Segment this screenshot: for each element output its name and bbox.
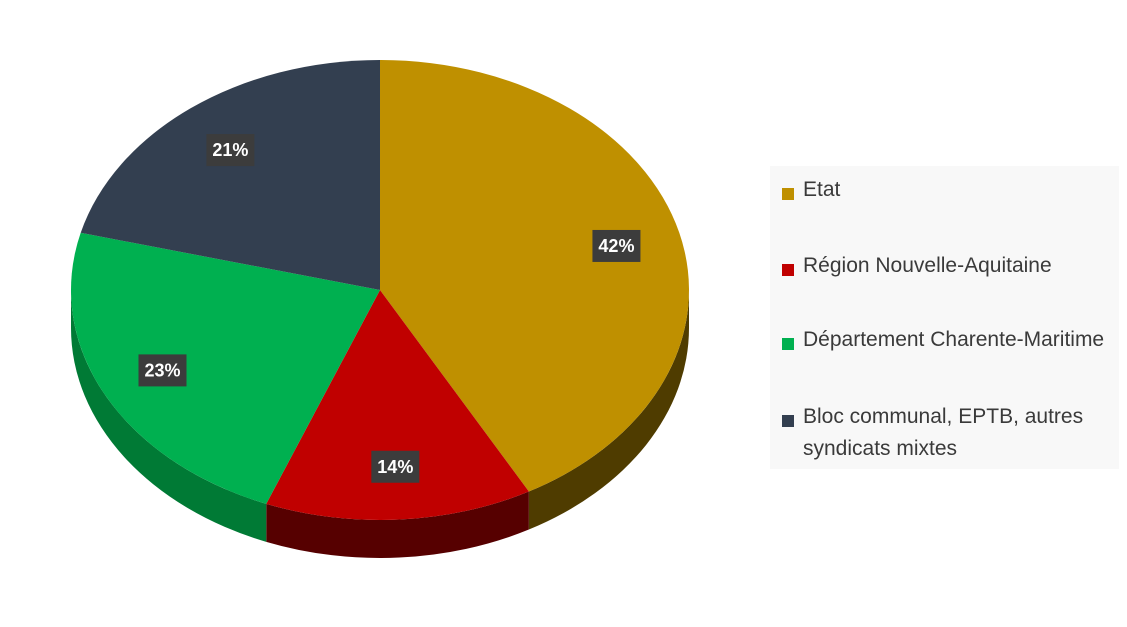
legend-label: Bloc communal, EPTB, autres syndicats mi… [803, 405, 1084, 460]
data-label-text: 23% [144, 360, 180, 380]
data-label-region-nouvelle-aquitaine: 14% [371, 450, 420, 483]
data-label-box [138, 354, 187, 387]
data-label-etat: 42% [592, 229, 641, 262]
pie-side-etat [528, 290, 689, 530]
data-label-text: 21% [212, 140, 248, 160]
pie-slice-bloc-communal-eptb-autres-syndicats-mixtes [80, 60, 381, 290]
pie-slice-region-nouvelle-aquitaine [266, 290, 529, 520]
legend-swatch-etat [782, 188, 794, 200]
data-label-box [371, 450, 420, 483]
legend-label: Etat [803, 178, 841, 201]
pie-sides [71, 290, 689, 558]
pie-slice-etat [380, 60, 689, 492]
legend-swatch-departement [782, 338, 794, 350]
data-labels: 42% 14% 23% 21% [138, 134, 641, 483]
pie-side-region-nouvelle-aquitaine [266, 491, 529, 558]
legend-label: Département Charente-Maritime [803, 328, 1105, 351]
legend-swatch-bloc-communal [782, 415, 794, 427]
pie-slices [71, 60, 689, 520]
legend-label: Région Nouvelle-Aquitaine [803, 254, 1052, 277]
legend: Etat Région Nouvelle-Aquitaine Départeme… [770, 166, 1119, 469]
pie-slice-departement-charente-maritime [71, 232, 380, 504]
legend-swatch-region [782, 264, 794, 276]
data-label-departement-charente-maritime: 23% [138, 354, 187, 387]
pie-side-departement-charente-maritime [71, 290, 267, 542]
data-label-bloc-communal-eptb-autres-syndicats-mixtes: 21% [206, 134, 255, 167]
data-label-box [206, 134, 255, 167]
data-label-text: 42% [598, 236, 634, 256]
data-label-box [592, 229, 641, 262]
data-label-text: 14% [377, 457, 413, 477]
